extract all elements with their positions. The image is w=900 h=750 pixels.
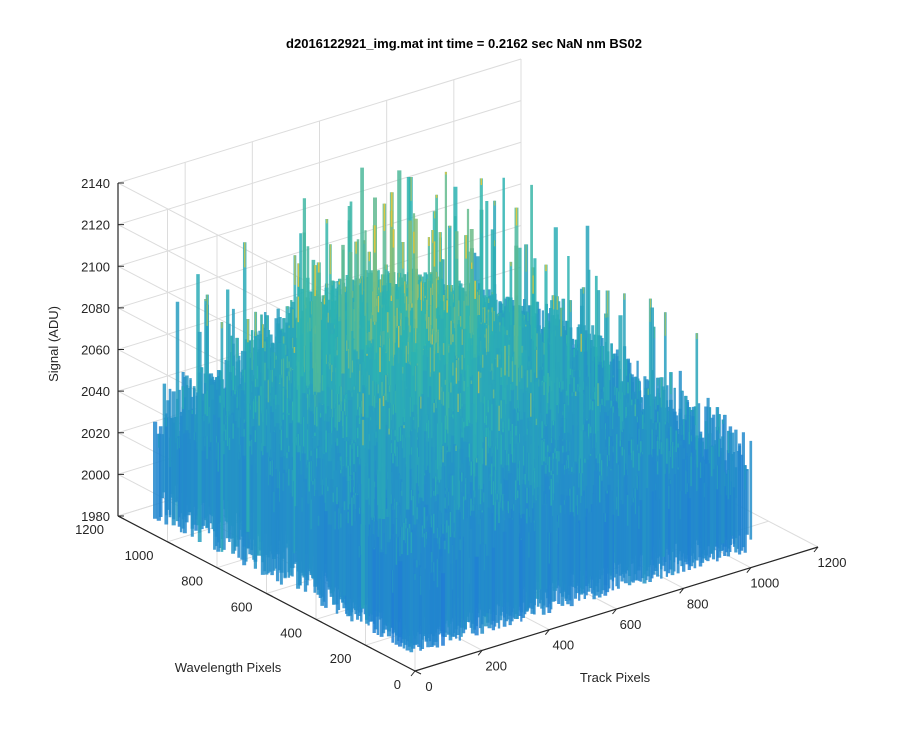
surface-strands [153, 167, 753, 653]
back-wall-grid-z [117, 141, 522, 267]
back-wall-grid-z [117, 100, 522, 226]
back-wall-grid-z [117, 58, 522, 184]
surface-plot [153, 167, 753, 653]
